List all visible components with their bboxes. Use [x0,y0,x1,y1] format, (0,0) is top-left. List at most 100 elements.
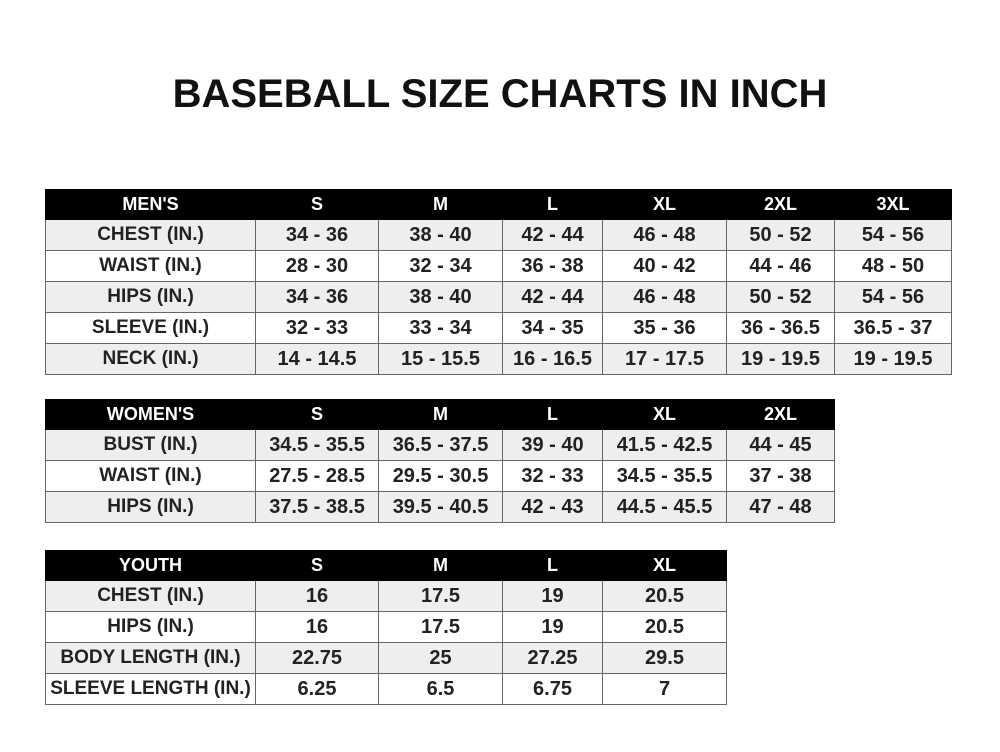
measurement-label: SLEEVE (IN.) [45,312,256,344]
size-value: 32 - 33 [255,312,379,344]
table-row: NECK (IN.) 14 - 14.5 15 - 15.5 16 - 16.5 17 … [45,343,952,375]
table-row: WAIST (IN.) 27.5 - 28.5 29.5 - 30.5 32 - 33… [45,460,835,492]
measurement-label: HIPS (IN.) [45,491,256,523]
womens-size-table: WOMEN'S S M L XL 2XL BUST (IN.) 34.5 - 35.5 36.5… [45,399,835,523]
header-row: WOMEN'S S M L XL 2XL [45,399,835,430]
size-header: XL [602,550,727,581]
size-value: 32 - 34 [378,250,503,282]
size-value: 42 - 44 [502,219,603,251]
measurement-label: BUST (IN.) [45,429,256,461]
size-value: 50 - 52 [726,219,835,251]
size-header: XL [602,399,727,430]
size-value: 38 - 40 [378,281,503,313]
size-value: 33 - 34 [378,312,503,344]
size-value: 32 - 33 [502,460,603,492]
size-value: 38 - 40 [378,219,503,251]
size-value: 17.5 [378,580,503,612]
size-value: 25 [378,642,503,674]
size-value: 54 - 56 [834,219,952,251]
size-value: 37 - 38 [726,460,835,492]
size-value: 34 - 35 [502,312,603,344]
header-row: YOUTH S M L XL [45,550,727,581]
size-header: 3XL [834,189,952,220]
size-value: 47 - 48 [726,491,835,523]
size-value: 20.5 [602,580,727,612]
size-value: 34 - 36 [255,281,379,313]
category-header: MEN'S [45,189,256,220]
size-value: 39 - 40 [502,429,603,461]
mens-size-table: MEN'S S M L XL 2XL 3XL CHEST (IN.) 34 - 36 38 - 4… [45,189,952,375]
size-value: 34.5 - 35.5 [255,429,379,461]
size-value: 20.5 [602,611,727,643]
size-value: 37.5 - 38.5 [255,491,379,523]
size-value: 36 - 36.5 [726,312,835,344]
table-row: HIPS (IN.) 37.5 - 38.5 39.5 - 40.5 42 - 43 4… [45,491,835,523]
size-value: 35 - 36 [602,312,727,344]
size-value: 42 - 44 [502,281,603,313]
size-header: S [255,399,379,430]
size-header: M [378,550,503,581]
size-value: 22.75 [255,642,379,674]
size-value: 7 [602,673,727,705]
size-value: 6.25 [255,673,379,705]
category-header: YOUTH [45,550,256,581]
size-value: 29.5 - 30.5 [378,460,503,492]
page-title: BASEBALL SIZE CHARTS IN INCH [172,72,828,116]
size-value: 44 - 45 [726,429,835,461]
measurement-label: NECK (IN.) [45,343,256,375]
table-row: HIPS (IN.) 34 - 36 38 - 40 42 - 44 46 - 48 50… [45,281,952,313]
size-value: 6.5 [378,673,503,705]
size-value: 6.75 [502,673,603,705]
table-row: BUST (IN.) 34.5 - 35.5 36.5 - 37.5 39 - 40 4… [45,429,835,461]
header-row: MEN'S S M L XL 2XL 3XL [45,189,952,220]
size-value: 34 - 36 [255,219,379,251]
youth-size-table: YOUTH S M L XL CHEST (IN.) 16 17.5 19 20.5 HIPS (I… [45,550,727,705]
size-value: 16 - 16.5 [502,343,603,375]
measurement-label: WAIST (IN.) [45,250,256,282]
size-header: L [502,189,603,220]
size-value: 46 - 48 [602,281,727,313]
size-value: 39.5 - 40.5 [378,491,503,523]
size-value: 36.5 - 37.5 [378,429,503,461]
size-value: 19 [502,580,603,612]
table-row: WAIST (IN.) 28 - 30 32 - 34 36 - 38 40 - 42 4… [45,250,952,282]
size-value: 46 - 48 [602,219,727,251]
size-value: 42 - 43 [502,491,603,523]
size-value: 19 - 19.5 [726,343,835,375]
measurement-label: SLEEVE LENGTH (IN.) [45,673,256,705]
size-value: 27.25 [502,642,603,674]
size-value: 28 - 30 [255,250,379,282]
table-row: CHEST (IN.) 34 - 36 38 - 40 42 - 44 46 - 48 5… [45,219,952,251]
table-row: CHEST (IN.) 16 17.5 19 20.5 [45,580,727,612]
size-value: 19 - 19.5 [834,343,952,375]
size-value: 19 [502,611,603,643]
size-value: 16 [255,580,379,612]
size-value: 17.5 [378,611,503,643]
size-header: M [378,189,503,220]
size-value: 34.5 - 35.5 [602,460,727,492]
measurement-label: WAIST (IN.) [45,460,256,492]
size-value: 16 [255,611,379,643]
size-value: 29.5 [602,642,727,674]
size-value: 54 - 56 [834,281,952,313]
size-value: 40 - 42 [602,250,727,282]
table-row: BODY LENGTH (IN.) 22.75 25 27.25 29.5 [45,642,727,674]
category-header: WOMEN'S [45,399,256,430]
table-row: HIPS (IN.) 16 17.5 19 20.5 [45,611,727,643]
size-value: 44.5 - 45.5 [602,491,727,523]
size-header: S [255,550,379,581]
size-header: S [255,189,379,220]
measurement-label: CHEST (IN.) [45,219,256,251]
measurement-label: CHEST (IN.) [45,580,256,612]
table-row: SLEEVE LENGTH (IN.) 6.25 6.5 6.75 7 [45,673,727,705]
size-header: L [502,399,603,430]
size-value: 27.5 - 28.5 [255,460,379,492]
size-value: 14 - 14.5 [255,343,379,375]
measurement-label: HIPS (IN.) [45,281,256,313]
size-value: 17 - 17.5 [602,343,727,375]
size-header: 2XL [726,189,835,220]
size-value: 48 - 50 [834,250,952,282]
size-value: 50 - 52 [726,281,835,313]
size-header: M [378,399,503,430]
table-row: SLEEVE (IN.) 32 - 33 33 - 34 34 - 35 35 - 36… [45,312,952,344]
